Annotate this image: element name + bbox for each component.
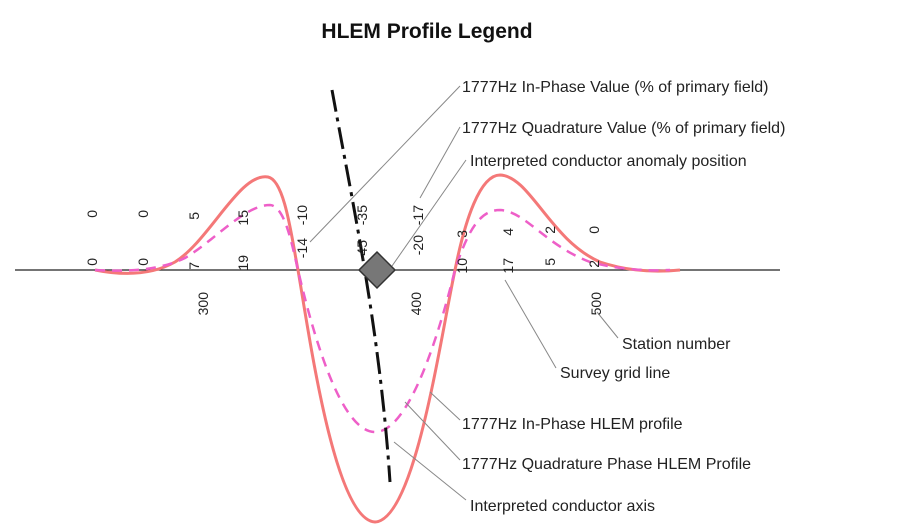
callout-line — [419, 126, 461, 199]
quadrature-reading: 15 — [235, 210, 251, 226]
quadrature-reading: -10 — [294, 205, 310, 225]
callout-line — [309, 85, 461, 243]
callout-label: Station number — [622, 336, 731, 353]
inphase-profile — [94, 173, 681, 524]
anomaly-diamond — [357, 250, 397, 290]
inphase-reading: 2 — [586, 260, 602, 268]
quadrature-reading: 3 — [454, 230, 470, 238]
inphase-reading: 19 — [235, 255, 251, 271]
inphase-reading: 7 — [186, 262, 202, 270]
station-number: 400 — [408, 292, 424, 316]
station-number: 300 — [195, 292, 211, 316]
callout-label: Interpreted conductor axis — [470, 498, 655, 515]
callout-line — [391, 159, 467, 267]
quadrature-profile — [94, 203, 671, 434]
callout-line — [596, 311, 619, 339]
quadrature-reading: -35 — [354, 205, 370, 225]
callout-label: Interpreted conductor anomaly position — [470, 153, 747, 170]
quadrature-reading: 0 — [84, 210, 100, 218]
quadrature-reading: 0 — [135, 210, 151, 218]
quadrature-reading: -17 — [410, 205, 426, 225]
conductor-axis — [330, 89, 392, 483]
callout-line — [429, 391, 461, 421]
callout-label: 1777Hz In-Phase HLEM profile — [462, 416, 683, 433]
inphase-reading: -20 — [410, 235, 426, 255]
inphase-reading: 0 — [84, 258, 100, 266]
callout-line — [504, 279, 557, 369]
station-number: 500 — [588, 292, 604, 316]
inphase-reading: -45 — [354, 240, 370, 260]
inphase-reading: 10 — [454, 258, 470, 274]
quadrature-reading: 5 — [186, 212, 202, 220]
inphase-reading: 17 — [500, 258, 516, 274]
inphase-reading: 5 — [542, 258, 558, 266]
callout-label: Survey grid line — [560, 365, 670, 382]
callout-label: 1777Hz Quadrature Value (% of primary fi… — [462, 120, 785, 137]
quadrature-reading: 0 — [586, 226, 602, 234]
inphase-reading: -14 — [294, 238, 310, 258]
title: HLEM Profile Legend — [321, 20, 532, 43]
callout-label: 1777Hz Quadrature Phase HLEM Profile — [462, 456, 751, 473]
quadrature-reading: 2 — [542, 226, 558, 234]
callout-line — [393, 441, 467, 501]
callout-label: 1777Hz In-Phase Value (% of primary fiel… — [462, 79, 769, 96]
inphase-reading: 0 — [135, 258, 151, 266]
quadrature-reading: 4 — [500, 228, 516, 236]
callout-line — [404, 401, 461, 461]
